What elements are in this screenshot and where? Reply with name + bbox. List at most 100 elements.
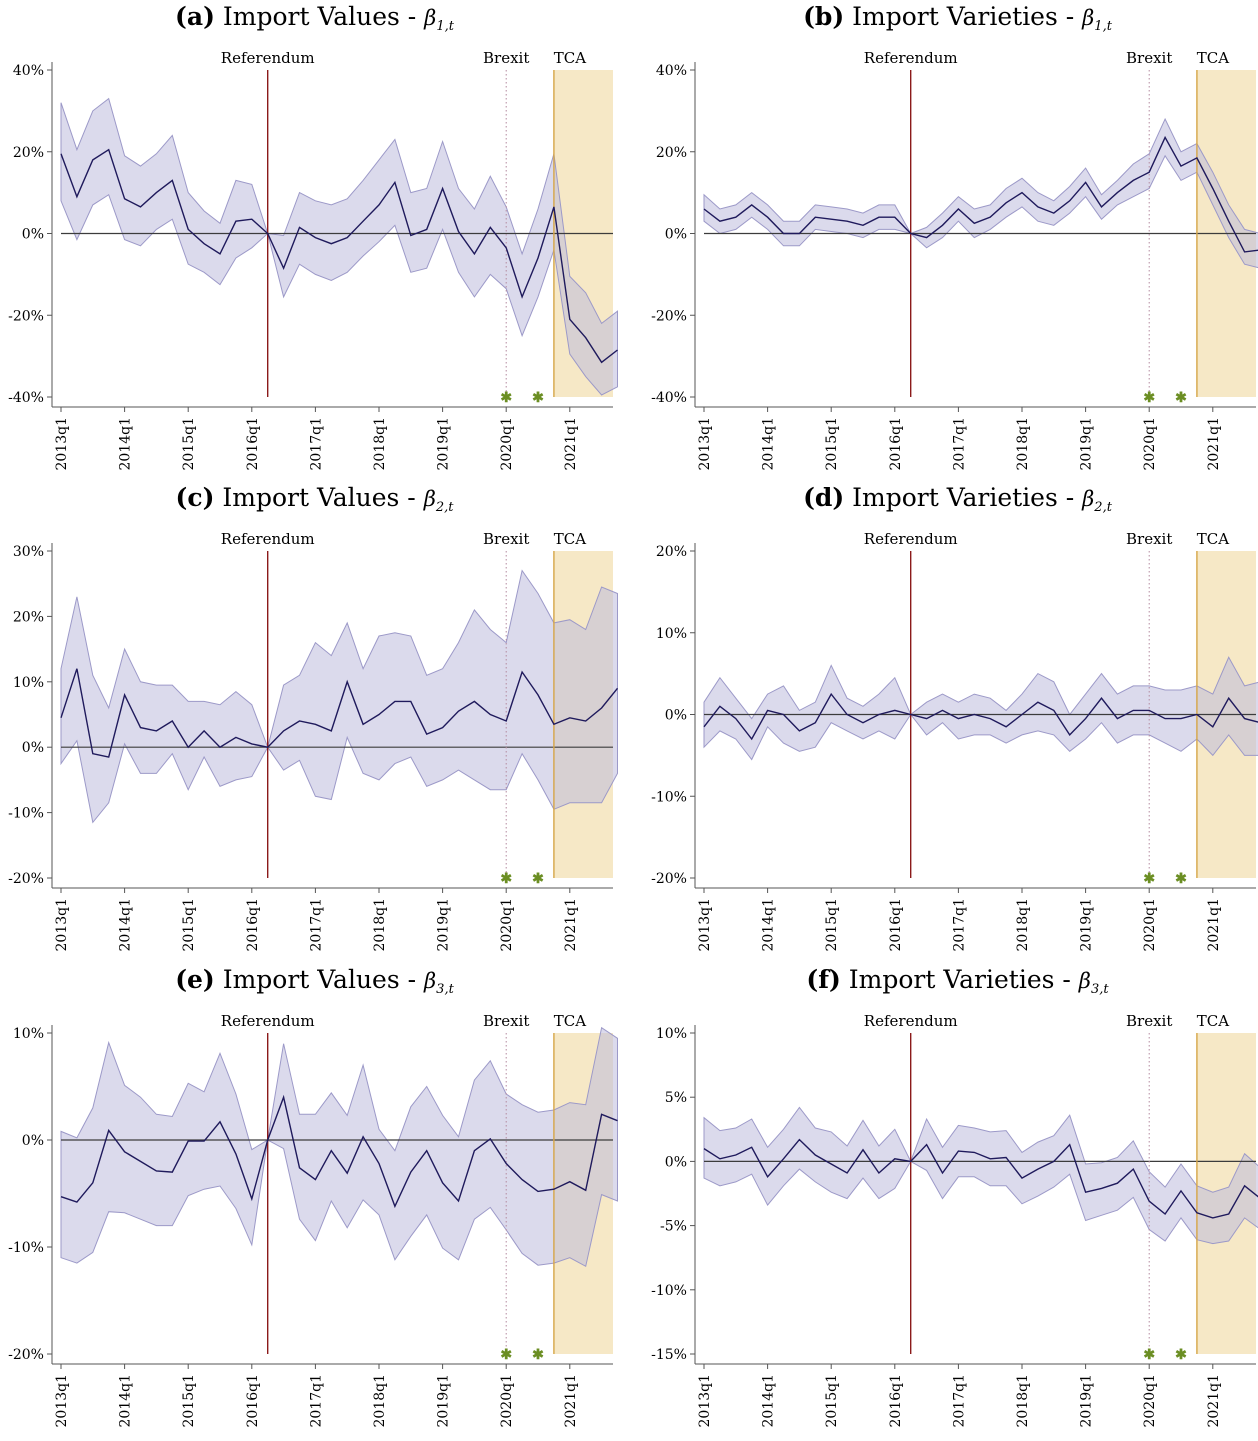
referendum-label: Referendum [221,1012,315,1030]
x-tick-label: 2020q1 [499,1374,515,1428]
y-tick-label: 20% [13,145,44,161]
significance-star: ✱ [1143,1347,1155,1363]
significance-star: ✱ [1143,871,1155,887]
x-tick-label: 2015q1 [824,417,840,471]
x-tick-label: 2021q1 [1206,1374,1222,1428]
brexit-label: Brexit [1126,1012,1172,1030]
x-tick-label: 2019q1 [1079,417,1095,471]
x-tick-label: 2019q1 [1079,1374,1095,1428]
chart-plot: Referendum Brexit TCA ✱ ✱ 20% 10% 0% -10% -20% 201… [651,530,1258,952]
brexit-label: Brexit [1126,49,1172,67]
panel-tag: (a) [175,2,215,31]
x-tick-label: 2013q1 [697,1374,713,1428]
chart-title: (d) Import Varieties - β2,t [643,483,1258,515]
y-tick-label: 40% [656,63,687,79]
chart-title: (e) Import Values - β3,t [0,965,629,997]
referendum-label: Referendum [221,530,315,548]
confidence-band [703,1106,1258,1245]
x-tick-label: 2015q1 [181,417,197,471]
x-tick-label: 2014q1 [761,417,777,471]
x-tick-label: 2019q1 [1079,898,1095,952]
x-tick-label: 2019q1 [436,1374,452,1428]
significance-star: ✱ [1175,1347,1187,1363]
chart-plot: Referendum Brexit TCA ✱ ✱ 40% 20% 0% -20% -40% 201… [8,49,618,471]
x-tick-label: 2017q1 [308,898,324,952]
x-tick-label: 2013q1 [54,898,70,952]
x-tick-label: 2019q1 [436,898,452,952]
tca-label: TCA [1197,49,1229,67]
chart-panel-b: (b) Import Varieties - β1,t Referendum Br… [643,0,1258,478]
panel-tag: (e) [175,965,215,994]
x-tick-label: 2013q1 [697,898,713,952]
significance-star: ✱ [1175,390,1187,406]
y-tick-label: 20% [656,544,687,560]
estimate-line [60,148,618,364]
y-tick-label: -15% [651,1347,687,1363]
beta-symbol: β3,t [424,969,454,998]
chart-plot: Referendum Brexit TCA ✱ ✱ 10% 0% -10% -20% 2013q1… [8,1012,618,1428]
chart-title: (b) Import Varieties - β1,t [643,2,1258,34]
y-tick-label: -10% [651,1283,687,1299]
chart-title: (a) Import Values - β1,t [0,2,629,34]
x-tick-label: 2013q1 [54,417,70,471]
x-tick-label: 2020q1 [499,417,515,471]
x-tick-label: 2014q1 [118,1374,134,1428]
x-tick-label: 2020q1 [1142,417,1158,471]
x-tick-label: 2020q1 [1142,1374,1158,1428]
chart-title: (c) Import Values - β2,t [0,483,629,515]
y-tick-label: 0% [665,227,687,243]
significance-star: ✱ [532,1347,544,1363]
panel-tag: (b) [803,2,845,31]
referendum-label: Referendum [864,49,958,67]
estimate-line [60,668,619,758]
x-tick-label: 2021q1 [1206,898,1222,952]
y-tick-label: -20% [651,308,687,324]
panel-title-text: Import Values - [222,2,425,31]
significance-star: ✱ [532,390,544,406]
beta-symbol: β3,t [1078,969,1109,998]
chart-plot: Referendum Brexit TCA ✱ ✱ 30% 20% 10% 0% -10% -20%… [8,530,619,952]
y-tick-label: -10% [651,789,687,805]
x-tick-label: 2014q1 [761,1374,777,1428]
x-tick-label: 2015q1 [181,1374,197,1428]
confidence-band [60,97,618,396]
chart-title: (f) Import Varieties - β3,t [643,965,1258,997]
chart-plot: Referendum Brexit TCA ✱ ✱ 10% 5% 0% -5% -10% -15% 2… [651,1012,1258,1428]
x-tick-label: 2014q1 [761,898,777,952]
significance-star: ✱ [500,1347,512,1363]
beta-symbol: β2,t [1082,487,1112,516]
significance-star: ✱ [500,871,512,887]
chart-panel-c: (c) Import Values - β2,t Referendum Brexi… [0,481,629,959]
y-tick-label: 20% [656,145,687,161]
estimate-line [60,1094,618,1209]
tca-label: TCA [1197,530,1229,548]
brexit-label: Brexit [483,1012,529,1030]
x-tick-label: 2018q1 [372,1374,388,1428]
x-tick-label: 2019q1 [436,417,452,471]
y-tick-label: 40% [13,63,44,79]
x-tick-label: 2015q1 [181,898,197,952]
x-tick-label: 2014q1 [118,898,134,952]
x-tick-label: 2018q1 [372,898,388,952]
x-tick-label: 2021q1 [563,898,579,952]
beta-symbol: β1,t [424,6,454,35]
x-tick-label: 2021q1 [563,1374,579,1428]
y-tick-label: -40% [8,390,44,406]
significance-star: ✱ [1175,871,1187,887]
brexit-label: Brexit [483,49,529,67]
y-tick-label: 10% [13,1026,44,1042]
y-tick-label: 0% [22,227,44,243]
x-tick-label: 2016q1 [245,417,261,471]
x-tick-label: 2018q1 [1015,898,1031,952]
panel-title-text: Import Values - [222,965,425,994]
x-tick-label: 2014q1 [118,417,134,471]
y-tick-label: -10% [8,806,44,822]
x-tick-label: 2017q1 [951,898,967,952]
x-tick-label: 2016q1 [888,898,904,952]
panel-title-text: Import Values - [222,483,424,512]
panel-tag: (f) [806,965,841,994]
chart-panel-f: (f) Import Varieties - β3,t Referendum Br… [643,963,1258,1441]
tca-label: TCA [554,530,586,548]
tca-label: TCA [554,1012,586,1030]
x-tick-label: 2015q1 [824,898,840,952]
